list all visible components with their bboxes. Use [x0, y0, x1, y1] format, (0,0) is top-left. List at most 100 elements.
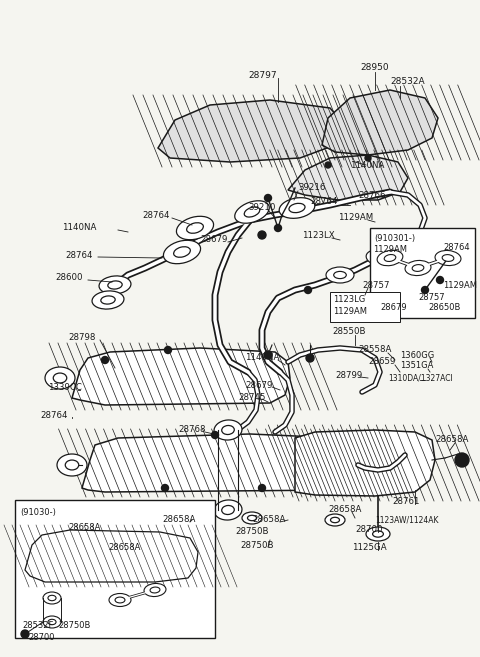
Ellipse shape: [384, 254, 396, 261]
Ellipse shape: [242, 512, 262, 524]
Ellipse shape: [163, 240, 201, 263]
Text: 28658A: 28658A: [252, 516, 286, 524]
Text: 1351GA: 1351GA: [400, 361, 433, 371]
Ellipse shape: [43, 616, 61, 628]
Circle shape: [258, 231, 266, 239]
Text: 28764: 28764: [142, 210, 169, 219]
Circle shape: [455, 453, 469, 467]
Ellipse shape: [57, 454, 87, 476]
Text: 28659: 28659: [368, 357, 396, 367]
Ellipse shape: [144, 583, 166, 597]
Text: 28532A: 28532A: [390, 78, 425, 87]
Ellipse shape: [187, 223, 204, 233]
Text: 28700: 28700: [355, 526, 383, 535]
Ellipse shape: [45, 367, 75, 389]
Ellipse shape: [174, 247, 191, 258]
Text: 1360GG: 1360GG: [400, 350, 434, 359]
Text: 28658A: 28658A: [435, 436, 468, 445]
Circle shape: [21, 630, 29, 638]
Polygon shape: [72, 348, 290, 405]
Polygon shape: [295, 430, 435, 496]
Bar: [15, 500, 215, 638]
Ellipse shape: [222, 505, 234, 514]
Circle shape: [264, 351, 272, 359]
Ellipse shape: [214, 500, 242, 520]
Text: 1140NA: 1140NA: [350, 160, 384, 170]
Text: 28764: 28764: [40, 411, 68, 420]
Text: 28768: 28768: [178, 426, 205, 434]
Text: 28679: 28679: [380, 304, 407, 313]
Text: 1339CC: 1339CC: [48, 384, 82, 392]
Polygon shape: [158, 100, 345, 162]
Text: 28757: 28757: [362, 281, 389, 290]
Text: 1310DA/1327ACl: 1310DA/1327ACl: [388, 373, 453, 382]
Text: 28750B: 28750B: [235, 528, 268, 537]
Text: 28558A: 28558A: [358, 346, 391, 355]
Ellipse shape: [442, 255, 454, 261]
Circle shape: [275, 225, 281, 231]
Ellipse shape: [334, 271, 346, 279]
Ellipse shape: [43, 592, 61, 604]
Polygon shape: [322, 90, 438, 155]
Ellipse shape: [53, 373, 67, 383]
Circle shape: [212, 432, 218, 438]
Text: 28658A: 28658A: [328, 505, 361, 514]
Text: 1125GA: 1125GA: [352, 543, 386, 553]
Ellipse shape: [101, 296, 115, 304]
Ellipse shape: [99, 276, 131, 294]
Circle shape: [365, 155, 371, 161]
Circle shape: [306, 354, 314, 362]
Text: 1123LG: 1123LG: [333, 296, 365, 304]
Text: (910301-): (910301-): [374, 233, 415, 242]
Text: 28658A: 28658A: [68, 524, 100, 533]
Ellipse shape: [235, 201, 269, 223]
Text: 1140NA: 1140NA: [245, 353, 279, 363]
Ellipse shape: [214, 420, 242, 440]
Ellipse shape: [405, 260, 431, 275]
Ellipse shape: [244, 207, 260, 217]
Text: 28745: 28745: [238, 392, 265, 401]
Polygon shape: [82, 434, 360, 492]
Polygon shape: [288, 155, 408, 200]
Text: 1129AM: 1129AM: [373, 246, 407, 254]
Ellipse shape: [289, 204, 305, 213]
Circle shape: [101, 357, 108, 363]
Bar: [370, 228, 475, 318]
Circle shape: [421, 286, 429, 294]
Text: 28658A: 28658A: [108, 543, 140, 553]
Text: 28950: 28950: [360, 64, 389, 72]
Ellipse shape: [435, 250, 461, 265]
Text: 28757: 28757: [418, 294, 444, 302]
Text: 1129AM: 1129AM: [338, 214, 373, 223]
Text: 28550B: 28550B: [332, 327, 365, 336]
Ellipse shape: [108, 281, 122, 289]
Ellipse shape: [325, 514, 345, 526]
Text: 28761: 28761: [392, 497, 420, 507]
Ellipse shape: [331, 517, 339, 523]
Text: 28532F: 28532F: [22, 622, 53, 631]
Ellipse shape: [48, 595, 56, 600]
Text: 1129AM: 1129AM: [333, 307, 367, 317]
Text: 28764: 28764: [65, 250, 93, 260]
Text: 1129AM: 1129AM: [443, 281, 477, 290]
Text: 28679: 28679: [245, 380, 272, 390]
Text: 28600: 28600: [55, 273, 83, 283]
Text: 28650B: 28650B: [428, 304, 460, 313]
Ellipse shape: [377, 250, 403, 265]
Text: 28700: 28700: [28, 633, 55, 643]
Text: 28798: 28798: [68, 334, 96, 342]
Ellipse shape: [177, 216, 214, 240]
Circle shape: [325, 162, 331, 168]
Text: 1123LX: 1123LX: [302, 231, 335, 240]
Text: 28679: 28679: [200, 235, 228, 244]
Ellipse shape: [150, 587, 160, 593]
Ellipse shape: [372, 531, 384, 537]
Ellipse shape: [180, 512, 200, 524]
Text: 1140NA: 1140NA: [62, 223, 96, 233]
Text: 28764: 28764: [310, 198, 337, 206]
Circle shape: [161, 484, 168, 491]
Text: 28750B: 28750B: [240, 541, 274, 549]
Ellipse shape: [374, 254, 386, 261]
Circle shape: [304, 286, 312, 294]
Ellipse shape: [109, 593, 131, 606]
